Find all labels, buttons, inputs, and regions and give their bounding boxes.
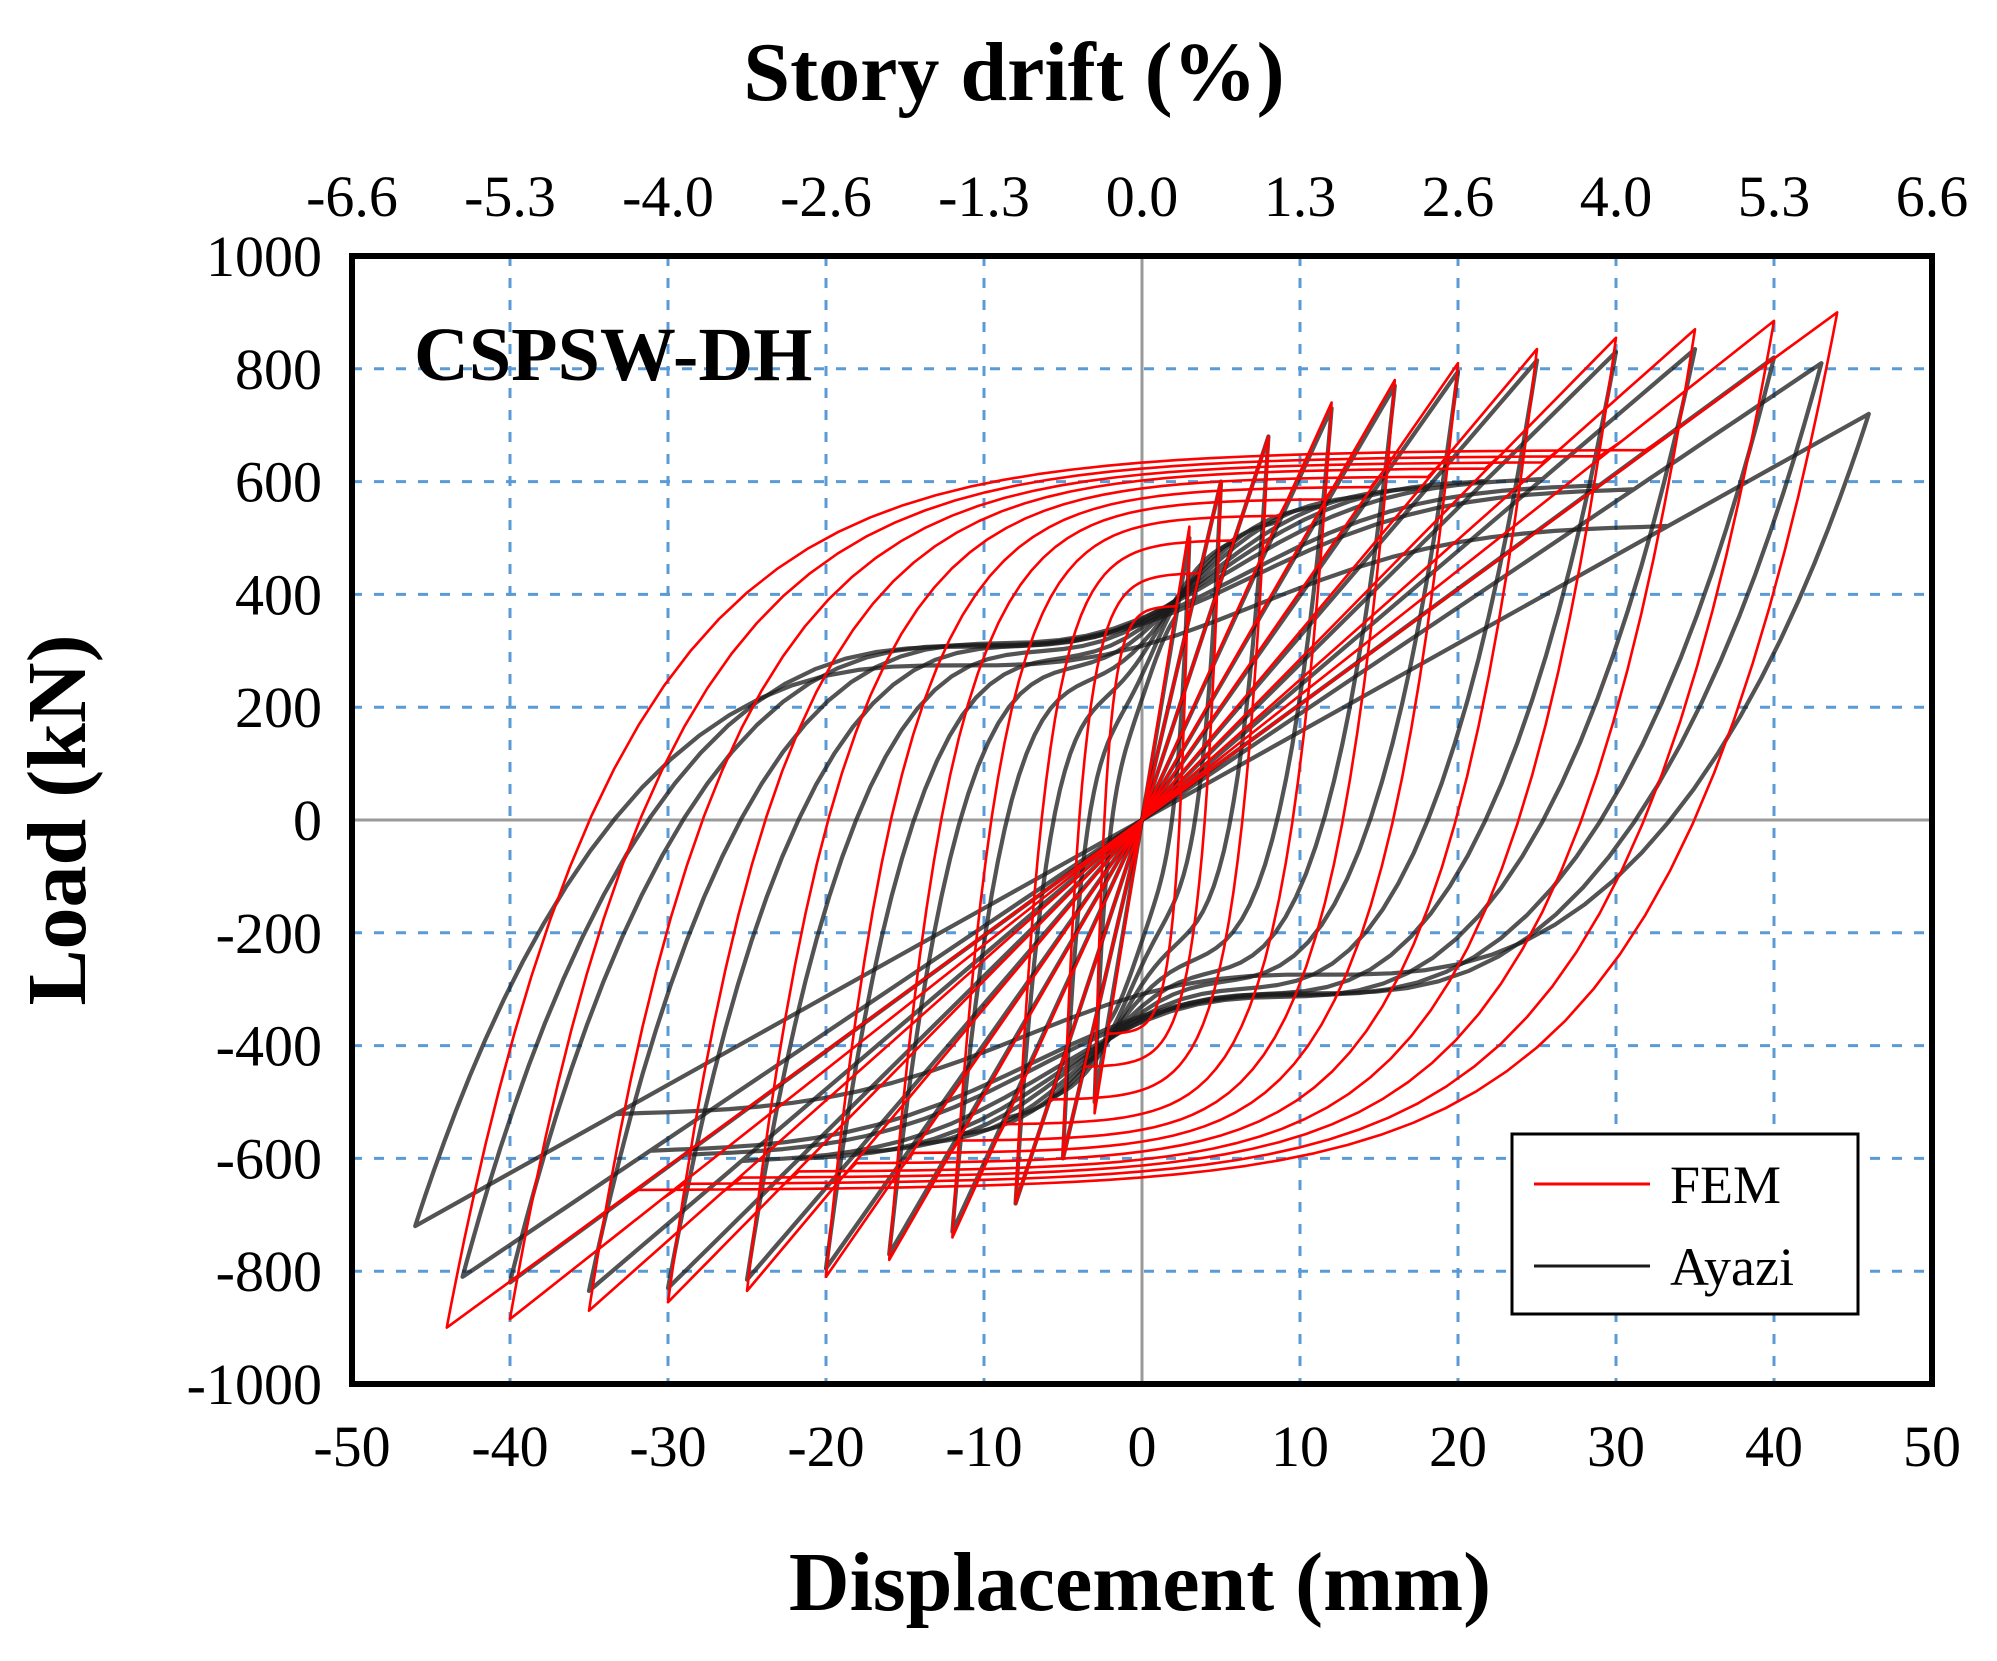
panel-title: CSPSW-DH xyxy=(414,313,812,397)
y-tick-label: 0 xyxy=(293,788,322,853)
y-tick-label: 1000 xyxy=(206,224,322,289)
x2-tick-labels: -6.6 -5.3 -4.0 -2.6 -1.3 0.0 1.3 2.6 4.0 5.3 6.6 xyxy=(306,164,1968,229)
x2-tick-label: -6.6 xyxy=(306,164,398,229)
y-tick-label: -1000 xyxy=(187,1352,322,1417)
y-tick-label: 200 xyxy=(235,675,322,740)
x-tick-label: 0 xyxy=(1128,1414,1157,1479)
x2-tick-label: 0.0 xyxy=(1106,164,1179,229)
x-tick-label: -30 xyxy=(629,1414,706,1479)
x-tick-label: -50 xyxy=(313,1414,390,1479)
x2-axis-title: Story drift (%) xyxy=(743,26,1284,119)
x-tick-label: 40 xyxy=(1745,1414,1803,1479)
loop-fem-44 xyxy=(445,311,1839,1329)
y-tick-label: -800 xyxy=(216,1239,322,1304)
legend: FEM Ayazi xyxy=(1510,1132,1860,1316)
y-tick-labels: 1000 800 600 400 200 0 -200 -400 -600 -800 -1000 xyxy=(187,224,322,1417)
legend-label-fem: FEM xyxy=(1670,1155,1781,1215)
x-axis-title: Displacement (mm) xyxy=(789,1536,1491,1629)
x2-tick-label: -5.3 xyxy=(464,164,556,229)
x2-tick-label: 6.6 xyxy=(1896,164,1969,229)
y-tick-label: 400 xyxy=(235,562,322,627)
series-fem xyxy=(445,311,1839,1329)
x2-tick-label: 4.0 xyxy=(1580,164,1653,229)
x-tick-label: -40 xyxy=(471,1414,548,1479)
y-tick-label: -200 xyxy=(216,901,322,966)
x2-tick-label: -1.3 xyxy=(938,164,1030,229)
x2-tick-label: -2.6 xyxy=(780,164,872,229)
legend-box xyxy=(1510,1132,1860,1316)
plot-frame xyxy=(349,253,1935,1387)
x-tick-label: -20 xyxy=(787,1414,864,1479)
x2-tick-label: 2.6 xyxy=(1422,164,1495,229)
y-tick-label: 800 xyxy=(235,337,322,402)
x2-tick-label: -4.0 xyxy=(622,164,714,229)
y-tick-label: -600 xyxy=(216,1126,322,1191)
series-layer xyxy=(413,311,1871,1329)
x-tick-label: 50 xyxy=(1903,1414,1961,1479)
y-tick-label: 600 xyxy=(235,450,322,515)
y-axis-title: Load (kN) xyxy=(11,634,104,1005)
x2-tick-label: 5.3 xyxy=(1738,164,1811,229)
x-tick-labels: -50 -40 -30 -20 -10 0 10 20 30 40 50 xyxy=(313,1414,1961,1479)
x2-tick-label: 1.3 xyxy=(1264,164,1337,229)
x-tick-label: 20 xyxy=(1429,1414,1487,1479)
y-tick-label: -400 xyxy=(216,1014,322,1079)
x-tick-label: 10 xyxy=(1271,1414,1329,1479)
legend-label-ayazi: Ayazi xyxy=(1670,1237,1794,1297)
x-tick-label: 30 xyxy=(1587,1414,1645,1479)
x-tick-label: -10 xyxy=(945,1414,1022,1479)
